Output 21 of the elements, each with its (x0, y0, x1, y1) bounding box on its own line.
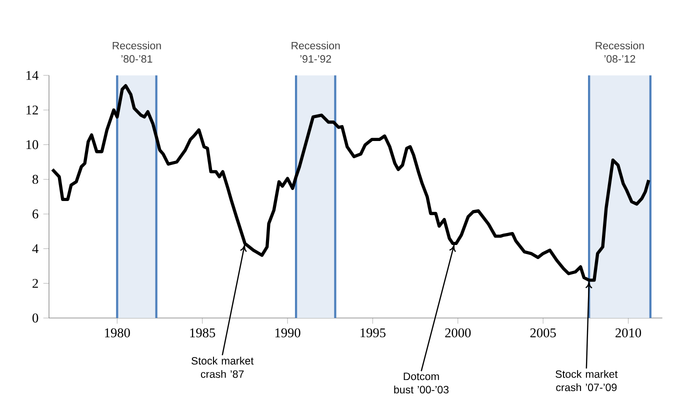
annotation: Dotcom bust ’00-’03 (394, 372, 449, 394)
band-label: Recession ’91-’92 (292, 42, 340, 63)
x-tick-label: 1985 (190, 328, 216, 338)
y-tick-label: 8 (32, 174, 38, 184)
x-tick-label: 1980 (105, 328, 130, 338)
y-tick-label: 10 (26, 140, 38, 150)
x-tick-label: 1990 (275, 328, 300, 338)
y-tick-label: 6 (32, 210, 38, 218)
band-label: Recession ’08-’12 (596, 42, 644, 63)
band-label: Recession ’80-’81 (112, 42, 161, 63)
x-tick-label: 2010 (616, 328, 642, 338)
y-tick-label: 0 (32, 314, 38, 322)
x-tick-label: 2005 (530, 328, 556, 338)
annotation: Stock market crash ’07-’09 (556, 370, 618, 392)
x-tick-label: 1995 (360, 328, 386, 338)
y-tick-label: 12 (26, 106, 38, 114)
x-tick-label: 2000 (445, 328, 471, 338)
y-tick-label: 2 (32, 278, 38, 288)
y-tick-label: 14 (26, 70, 38, 80)
annotation: Stock market crash ’87 (192, 356, 254, 378)
y-tick-label: 4 (32, 244, 38, 254)
